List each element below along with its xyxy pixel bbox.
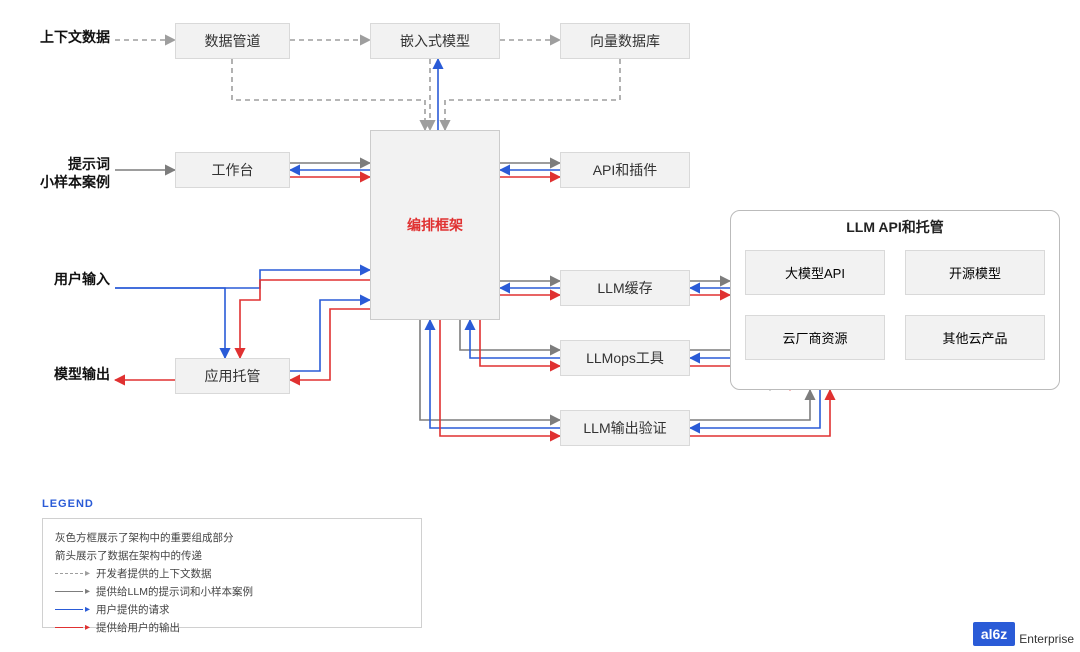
legend-text: 灰色方框展示了架构中的重要组成部分 <box>55 530 234 545</box>
node-othercl: 其他云产品 <box>905 315 1045 360</box>
llm-container: LLM API和托管 <box>730 210 1060 390</box>
edge <box>445 59 620 130</box>
llm-container-title: LLM API和托管 <box>731 217 1059 237</box>
legend-title: LEGEND <box>42 498 94 510</box>
logo-brand: al6z <box>973 622 1015 646</box>
legend-text: 用户提供的请求 <box>96 602 170 617</box>
node-api: API和插件 <box>560 152 690 188</box>
edge <box>232 59 425 130</box>
legend-text: 提供给用户的输出 <box>96 620 180 635</box>
edge <box>440 320 560 436</box>
legend-text: 开发者提供的上下文数据 <box>96 566 212 581</box>
legend-row: ▸提供给LLM的提示词和小样本案例 <box>55 584 409 599</box>
legend-row: 箭头展示了数据在架构中的传递 <box>55 548 409 563</box>
node-llmops: LLMops工具 <box>560 340 690 376</box>
node-workbench: 工作台 <box>175 152 290 188</box>
node-llmcache: LLM缓存 <box>560 270 690 306</box>
edge <box>115 288 225 358</box>
legend-row: ▸开发者提供的上下文数据 <box>55 566 409 581</box>
edge <box>690 390 810 420</box>
edge <box>240 280 370 358</box>
edge <box>420 320 560 420</box>
row-label-prompt: 提示词 小样本案例 <box>0 155 110 191</box>
row-label-mout: 模型输出 <box>0 365 110 383</box>
legend-box: 灰色方框展示了架构中的重要组成部分箭头展示了数据在架构中的传递 ▸开发者提供的上下… <box>42 518 422 628</box>
edge <box>430 320 560 428</box>
node-llmval: LLM输出验证 <box>560 410 690 446</box>
row-label-uinput: 用户输入 <box>0 270 110 288</box>
legend-row: ▸用户提供的请求 <box>55 602 409 617</box>
logo-suffix: Enterprise <box>1019 632 1074 646</box>
edge <box>470 320 560 358</box>
node-orch: 编排框架 <box>370 130 500 320</box>
node-pipeline: 数据管道 <box>175 23 290 59</box>
brand-logo: al6z Enterprise <box>973 622 1074 646</box>
legend-row: 灰色方框展示了架构中的重要组成部分 <box>55 530 409 545</box>
node-vectordb: 向量数据库 <box>560 23 690 59</box>
edge <box>690 390 820 428</box>
node-bigapi: 大模型API <box>745 250 885 295</box>
legend-text: 提供给LLM的提示词和小样本案例 <box>96 584 253 599</box>
row-label-ctx: 上下文数据 <box>0 28 110 46</box>
edge <box>690 390 830 436</box>
edge <box>480 320 560 366</box>
edge <box>290 309 370 380</box>
legend-row: ▸提供给用户的输出 <box>55 620 409 635</box>
legend-text: 箭头展示了数据在架构中的传递 <box>55 548 202 563</box>
edge <box>460 320 560 350</box>
node-embed: 嵌入式模型 <box>370 23 500 59</box>
node-cloudrc: 云厂商资源 <box>745 315 885 360</box>
node-apphost: 应用托管 <box>175 358 290 394</box>
node-openmod: 开源模型 <box>905 250 1045 295</box>
edge <box>115 270 370 288</box>
edge <box>290 300 370 371</box>
